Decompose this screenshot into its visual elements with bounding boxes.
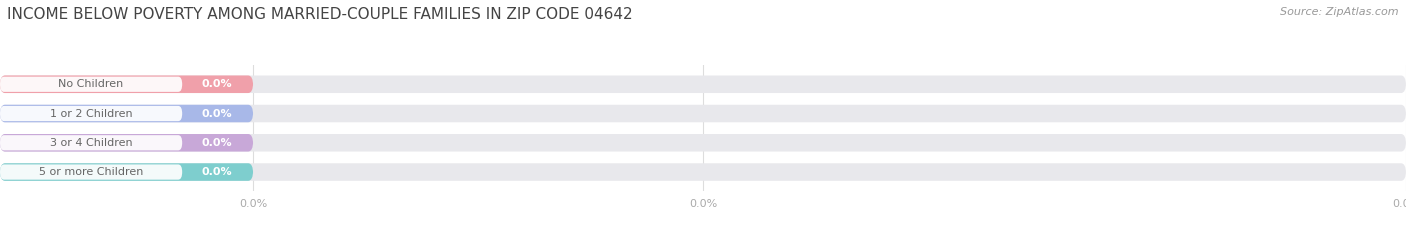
Text: Source: ZipAtlas.com: Source: ZipAtlas.com: [1281, 7, 1399, 17]
FancyBboxPatch shape: [0, 105, 253, 122]
FancyBboxPatch shape: [0, 75, 253, 93]
Text: 0.0%: 0.0%: [201, 109, 232, 119]
FancyBboxPatch shape: [0, 135, 183, 150]
FancyBboxPatch shape: [0, 77, 183, 92]
Text: 0.0%: 0.0%: [201, 79, 232, 89]
FancyBboxPatch shape: [0, 134, 253, 151]
Text: No Children: No Children: [59, 79, 124, 89]
Text: 1 or 2 Children: 1 or 2 Children: [49, 109, 132, 119]
Text: 0.0%: 0.0%: [201, 138, 232, 148]
FancyBboxPatch shape: [0, 163, 1406, 181]
FancyBboxPatch shape: [0, 106, 183, 121]
FancyBboxPatch shape: [0, 163, 253, 181]
FancyBboxPatch shape: [0, 105, 1406, 122]
Text: 3 or 4 Children: 3 or 4 Children: [49, 138, 132, 148]
Text: 5 or more Children: 5 or more Children: [39, 167, 143, 177]
FancyBboxPatch shape: [0, 164, 183, 180]
FancyBboxPatch shape: [0, 75, 1406, 93]
FancyBboxPatch shape: [0, 134, 1406, 151]
Text: INCOME BELOW POVERTY AMONG MARRIED-COUPLE FAMILIES IN ZIP CODE 04642: INCOME BELOW POVERTY AMONG MARRIED-COUPL…: [7, 7, 633, 22]
Text: 0.0%: 0.0%: [201, 167, 232, 177]
